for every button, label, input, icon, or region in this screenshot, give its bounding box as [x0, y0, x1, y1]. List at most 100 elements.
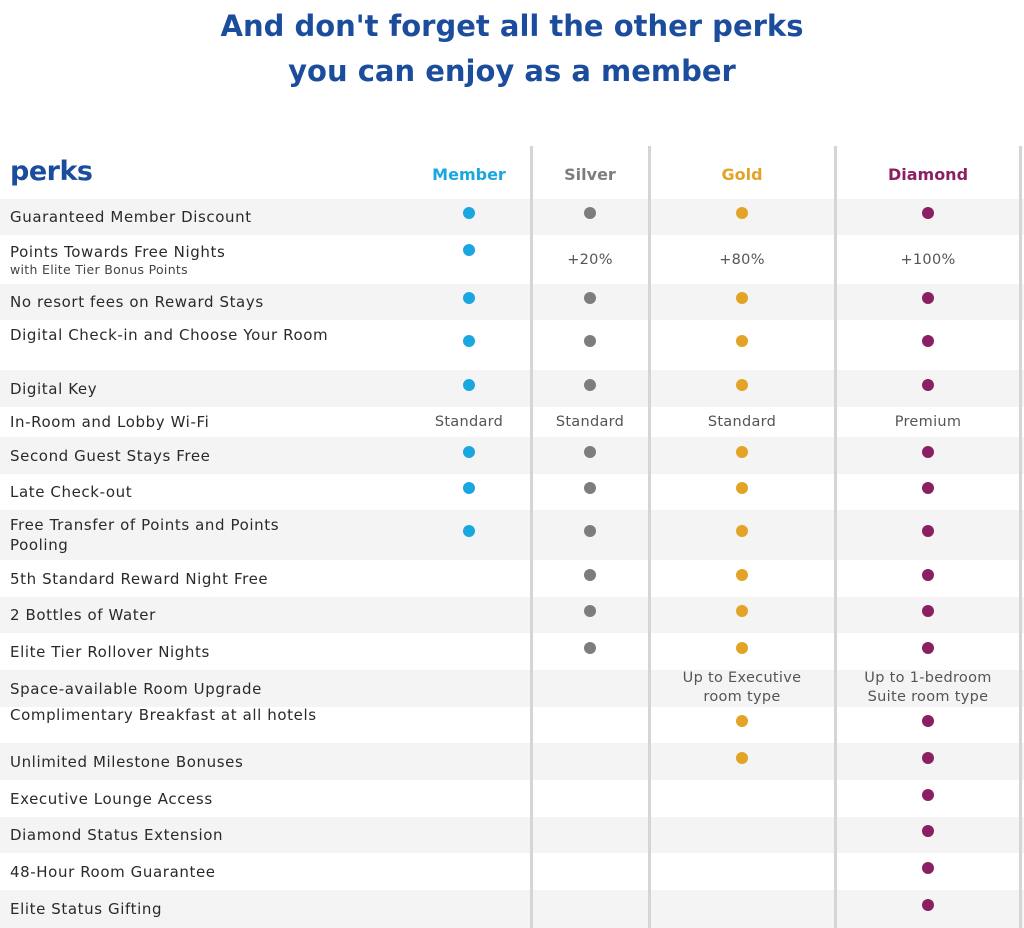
perk-label: 2 Bottles of Water	[10, 605, 340, 625]
dot-icon	[736, 446, 748, 458]
column-divider	[648, 146, 651, 928]
table-row: Elite Tier Rollover Nights	[0, 633, 1024, 670]
perk-label: Second Guest Stays Free	[10, 446, 340, 466]
headline-line-1: And don't forget all the other perks	[220, 9, 804, 43]
perk-included-indicator	[922, 605, 934, 617]
perk-included-indicator	[922, 207, 934, 219]
perk-name: Space-available Room Upgrade	[10, 680, 263, 698]
perk-included-indicator	[922, 825, 934, 837]
perk-name: Late Check-out	[10, 483, 133, 501]
perk-included-indicator	[463, 525, 475, 537]
perk-name: 48-Hour Room Guarantee	[10, 863, 216, 881]
dot-icon	[922, 569, 934, 581]
dot-icon	[584, 525, 596, 537]
perk-included-indicator	[463, 379, 475, 391]
perk-name: Unlimited Milestone Bonuses	[10, 753, 244, 771]
perk-included-indicator	[922, 569, 934, 581]
table-row: Guaranteed Member Discount	[0, 199, 1024, 235]
dot-icon	[922, 825, 934, 837]
perk-included-indicator	[584, 642, 596, 654]
dot-icon	[736, 569, 748, 581]
perk-label: Late Check-out	[10, 482, 340, 502]
perk-name: Elite Status Gifting	[10, 900, 163, 918]
perk-label: Digital Check-in and Choose Your Room	[10, 325, 340, 345]
perk-value: Up to 1-bedroom Suite room type	[864, 670, 992, 705]
dot-icon	[463, 244, 475, 256]
perk-included-indicator	[463, 482, 475, 494]
column-divider	[834, 146, 837, 928]
dot-icon	[463, 292, 475, 304]
dot-icon	[463, 525, 475, 537]
perk-included-indicator	[736, 642, 748, 654]
perk-included-indicator	[736, 482, 748, 494]
page-headline: And don't forget all the other perks you…	[0, 4, 1024, 94]
dot-icon	[584, 482, 596, 494]
perk-name: Second Guest Stays Free	[10, 447, 211, 465]
perk-included-indicator	[584, 446, 596, 458]
perk-included-indicator	[922, 789, 934, 801]
dot-icon	[922, 605, 934, 617]
dot-icon	[922, 789, 934, 801]
perk-label: Complimentary Breakfast at all hotels	[10, 705, 340, 725]
perks-comparison-table: perks Member Silver Gold Diamond Guaranteed…	[0, 146, 1024, 928]
perk-included-indicator	[584, 379, 596, 391]
table-row: Digital Key	[0, 370, 1024, 407]
table-row: Elite Status Gifting	[0, 890, 1024, 928]
table-row: Late Check-out	[0, 474, 1024, 510]
table-row: Unlimited Milestone Bonuses	[0, 743, 1024, 780]
perk-included-indicator	[463, 335, 475, 347]
table-row: Diamond Status Extension	[0, 817, 1024, 853]
dot-icon	[922, 752, 934, 764]
table-row: 5th Standard Reward Night Free	[0, 560, 1024, 597]
dot-icon	[736, 482, 748, 494]
perk-name: Complimentary Breakfast at all hotels	[10, 706, 317, 724]
perk-included-indicator	[922, 379, 934, 391]
perk-label: Executive Lounge Access	[10, 789, 340, 809]
dot-icon	[584, 642, 596, 654]
perk-name: 2 Bottles of Water	[10, 606, 156, 624]
perk-included-indicator	[922, 482, 934, 494]
dot-icon	[922, 525, 934, 537]
perk-label: No resort fees on Reward Stays	[10, 292, 340, 312]
perk-name: Digital Key	[10, 380, 98, 398]
perk-label: Unlimited Milestone Bonuses	[10, 752, 340, 772]
dot-icon	[736, 605, 748, 617]
perk-value: Standard	[707, 414, 777, 430]
dot-icon	[463, 446, 475, 458]
dot-icon	[922, 207, 934, 219]
tier-header-silver: Silver	[564, 165, 616, 184]
table-header-row: perks Member Silver Gold Diamond	[0, 146, 1024, 199]
perk-included-indicator	[584, 525, 596, 537]
perk-included-indicator	[736, 292, 748, 304]
perk-label: Digital Key	[10, 379, 340, 399]
perk-value: Standard	[555, 414, 625, 430]
dot-icon	[922, 292, 934, 304]
perk-label: In-Room and Lobby Wi-Fi	[10, 412, 340, 432]
dot-icon	[463, 482, 475, 494]
table-row: Digital Check-in and Choose Your Room	[0, 320, 1024, 370]
dot-icon	[584, 605, 596, 617]
perk-subtext: with Elite Tier Bonus Points	[10, 262, 188, 277]
dot-icon	[584, 207, 596, 219]
column-divider	[1019, 146, 1022, 928]
dot-icon	[922, 642, 934, 654]
dot-icon	[736, 525, 748, 537]
perk-value: Premium	[894, 414, 962, 430]
perk-included-indicator	[922, 862, 934, 874]
perk-included-indicator	[463, 244, 475, 256]
table-row: In-Room and Lobby Wi-Fi Standard Standard S…	[0, 407, 1024, 437]
perk-label: Diamond Status Extension	[10, 825, 340, 845]
perk-value: Standard	[434, 414, 504, 430]
dot-icon	[584, 569, 596, 581]
dot-icon	[922, 715, 934, 727]
perk-label: Points Towards Free Nights with Elite Tie…	[10, 242, 340, 277]
dot-icon	[463, 379, 475, 391]
perk-label: Guaranteed Member Discount	[10, 207, 340, 227]
table-title: perks	[10, 156, 93, 187]
column-divider	[530, 146, 533, 928]
perk-value: +80%	[719, 252, 765, 268]
perk-name: Elite Tier Rollover Nights	[10, 643, 210, 661]
dot-icon	[922, 379, 934, 391]
perk-included-indicator	[736, 446, 748, 458]
tier-header-gold: Gold	[721, 165, 763, 184]
